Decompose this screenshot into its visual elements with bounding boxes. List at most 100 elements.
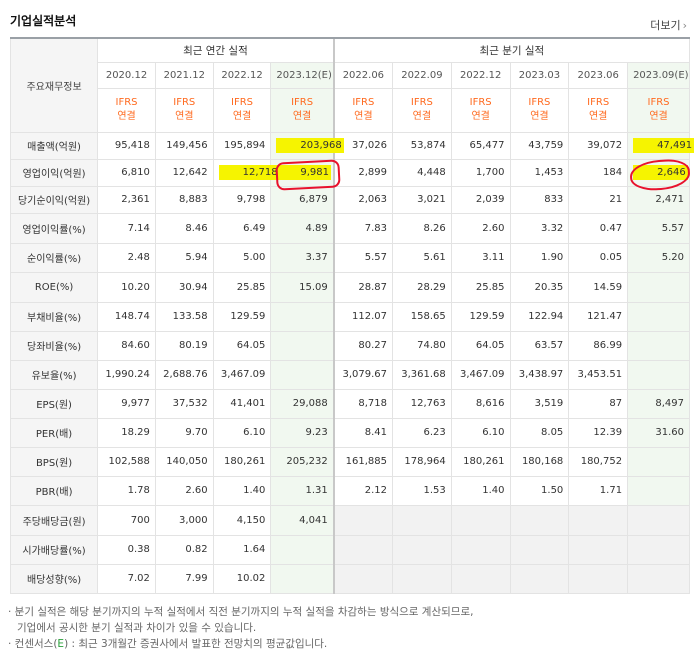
table-cell: 1.90 [509,242,570,273]
table-cell: 1,700 [450,158,511,187]
table-cell [270,301,335,332]
table-cell [270,330,335,361]
cell-value: 3,467.09 [220,369,266,380]
table-cell: 9.70 [154,417,214,448]
table-cell: 6.10 [450,417,511,448]
table-cell: 5.57 [627,212,690,244]
cell-value: 4.89 [305,222,328,234]
cell-value: 2,471 [655,194,684,205]
table-cell: 7.83 [332,212,393,244]
table-cell: 1.31 [270,475,335,506]
table-cell [392,563,452,594]
ifrs-top: IFRS [587,97,610,108]
table-cell: 10.20 [97,271,156,303]
table-row: 영업이익(억원) 6,810 12,642 12,718 9,981 2,899 4,448… [9,158,690,187]
table-cell: 0.82 [154,534,214,565]
table-cell: 12,718 [212,158,280,187]
table-cell: 2.60 [154,475,214,506]
table-cell: 8,497 [627,388,690,419]
table-cell: 2,039 [450,185,511,214]
table-cell: 41,401 [212,388,272,419]
table-cell: 149,456 [154,131,214,160]
table-cell: 15.09 [270,271,335,303]
cell-value: 4,041 [299,514,328,526]
table-cell: 0.47 [568,212,629,244]
cell-value: 64.05 [475,340,505,351]
period-header: 2022.12 [450,61,511,89]
table-cell: 9,981 [270,158,335,187]
table-row: 주당배당금(원) 700 3,000 4,150 4,041 [9,504,690,536]
table-cell: 43,759 [509,131,570,160]
table-cell: 3,467.09 [450,359,511,390]
note-3-prefix: · 컨센서스( [8,638,58,650]
note-line-3: · 컨센서스(E) : 최근 3개월간 증권사에서 발표한 전망치의 평균값입니… [8,636,473,652]
table-cell: 3,021 [392,185,452,214]
cell-value: 1,453 [534,167,564,178]
table-cell: 3.37 [270,242,335,273]
row-label: 당좌비율(%) [9,330,99,361]
ifrs-top: IFRS [528,97,551,108]
row-label: 순이익률(%) [9,242,99,273]
cell-value: 1,700 [475,167,505,178]
highlighted-value: 47,491 [633,138,695,153]
cell-value: 122.94 [528,311,564,322]
table-cell: 9.23 [270,417,335,448]
table-cell: 8.26 [392,212,452,244]
table-cell: 80.27 [332,330,393,361]
table-cell: 3,519 [509,388,570,419]
cell-value: 133.58 [172,311,208,322]
cell-value: 25.85 [475,281,505,293]
table-cell [627,330,690,361]
table-cell [627,446,690,477]
table-cell: 3,079.67 [332,359,393,390]
table-cell: 9,798 [212,185,272,214]
table-cell [332,504,393,536]
cell-value: 39,072 [587,140,623,151]
cell-value: 8,616 [475,398,505,409]
table-cell: 80.19 [154,330,214,361]
table-cell [627,475,690,506]
cell-value: 86.99 [593,340,623,351]
table-cell: 12,642 [154,158,214,187]
ifrs-bottom: 연결 [649,111,668,122]
table-cell: 21 [568,185,629,214]
table-cell: 18.29 [97,417,156,448]
annotation-circle-annual-op-income [275,159,341,191]
ifrs-bottom: 연결 [412,111,432,122]
table-cell: 4,150 [212,504,272,536]
highlighted-value: 12,718 [218,165,280,180]
period-header: 2023.03 [509,61,570,89]
table-cell: 203,968 [270,131,344,160]
table-cell: 37,532 [154,388,214,419]
table-cell: 3,361.68 [392,359,452,390]
row-label: 유보율(%) [9,359,99,390]
highlighted-value: 9,981 [276,165,332,180]
cell-value: 8.26 [423,222,446,234]
table-cell: 28.87 [332,271,393,303]
table-cell: 1.40 [450,475,511,506]
row-label: ROE(%) [9,271,99,303]
table-cell: 2.60 [450,212,511,244]
cell-value: 3,361.68 [401,369,446,380]
more-link[interactable]: 더보기 › [650,17,687,33]
ifrs-top: IFRS [647,97,670,108]
table-cell: 180,261 [450,446,511,477]
ifrs-label: IFRS 연결 [332,87,393,133]
cell-value: 9.23 [305,427,328,438]
cell-value: 5.00 [243,252,266,263]
table-cell: 6,810 [97,158,156,187]
table-cell: 833 [509,185,570,214]
row-label: BPS(원) [9,446,99,477]
table-cell: 2,899 [332,158,393,187]
table-cell: 2.48 [97,242,156,273]
table-cell [509,504,570,536]
table-cell: 0.05 [568,242,629,273]
table-cell: 8,718 [332,388,393,419]
table-row: PBR(배) 1.78 2.60 1.40 1.31 2.12 1.53 1.40 1.50 1.… [9,475,690,506]
table-cell: 8.05 [509,417,570,448]
cell-value: 161,885 [345,456,387,467]
table-cell: 8,616 [450,388,511,419]
header-quarter-group: 최근 분기 실적 [332,37,690,63]
table-cell: 5.00 [212,242,272,273]
cell-value: 129.59 [469,311,505,322]
